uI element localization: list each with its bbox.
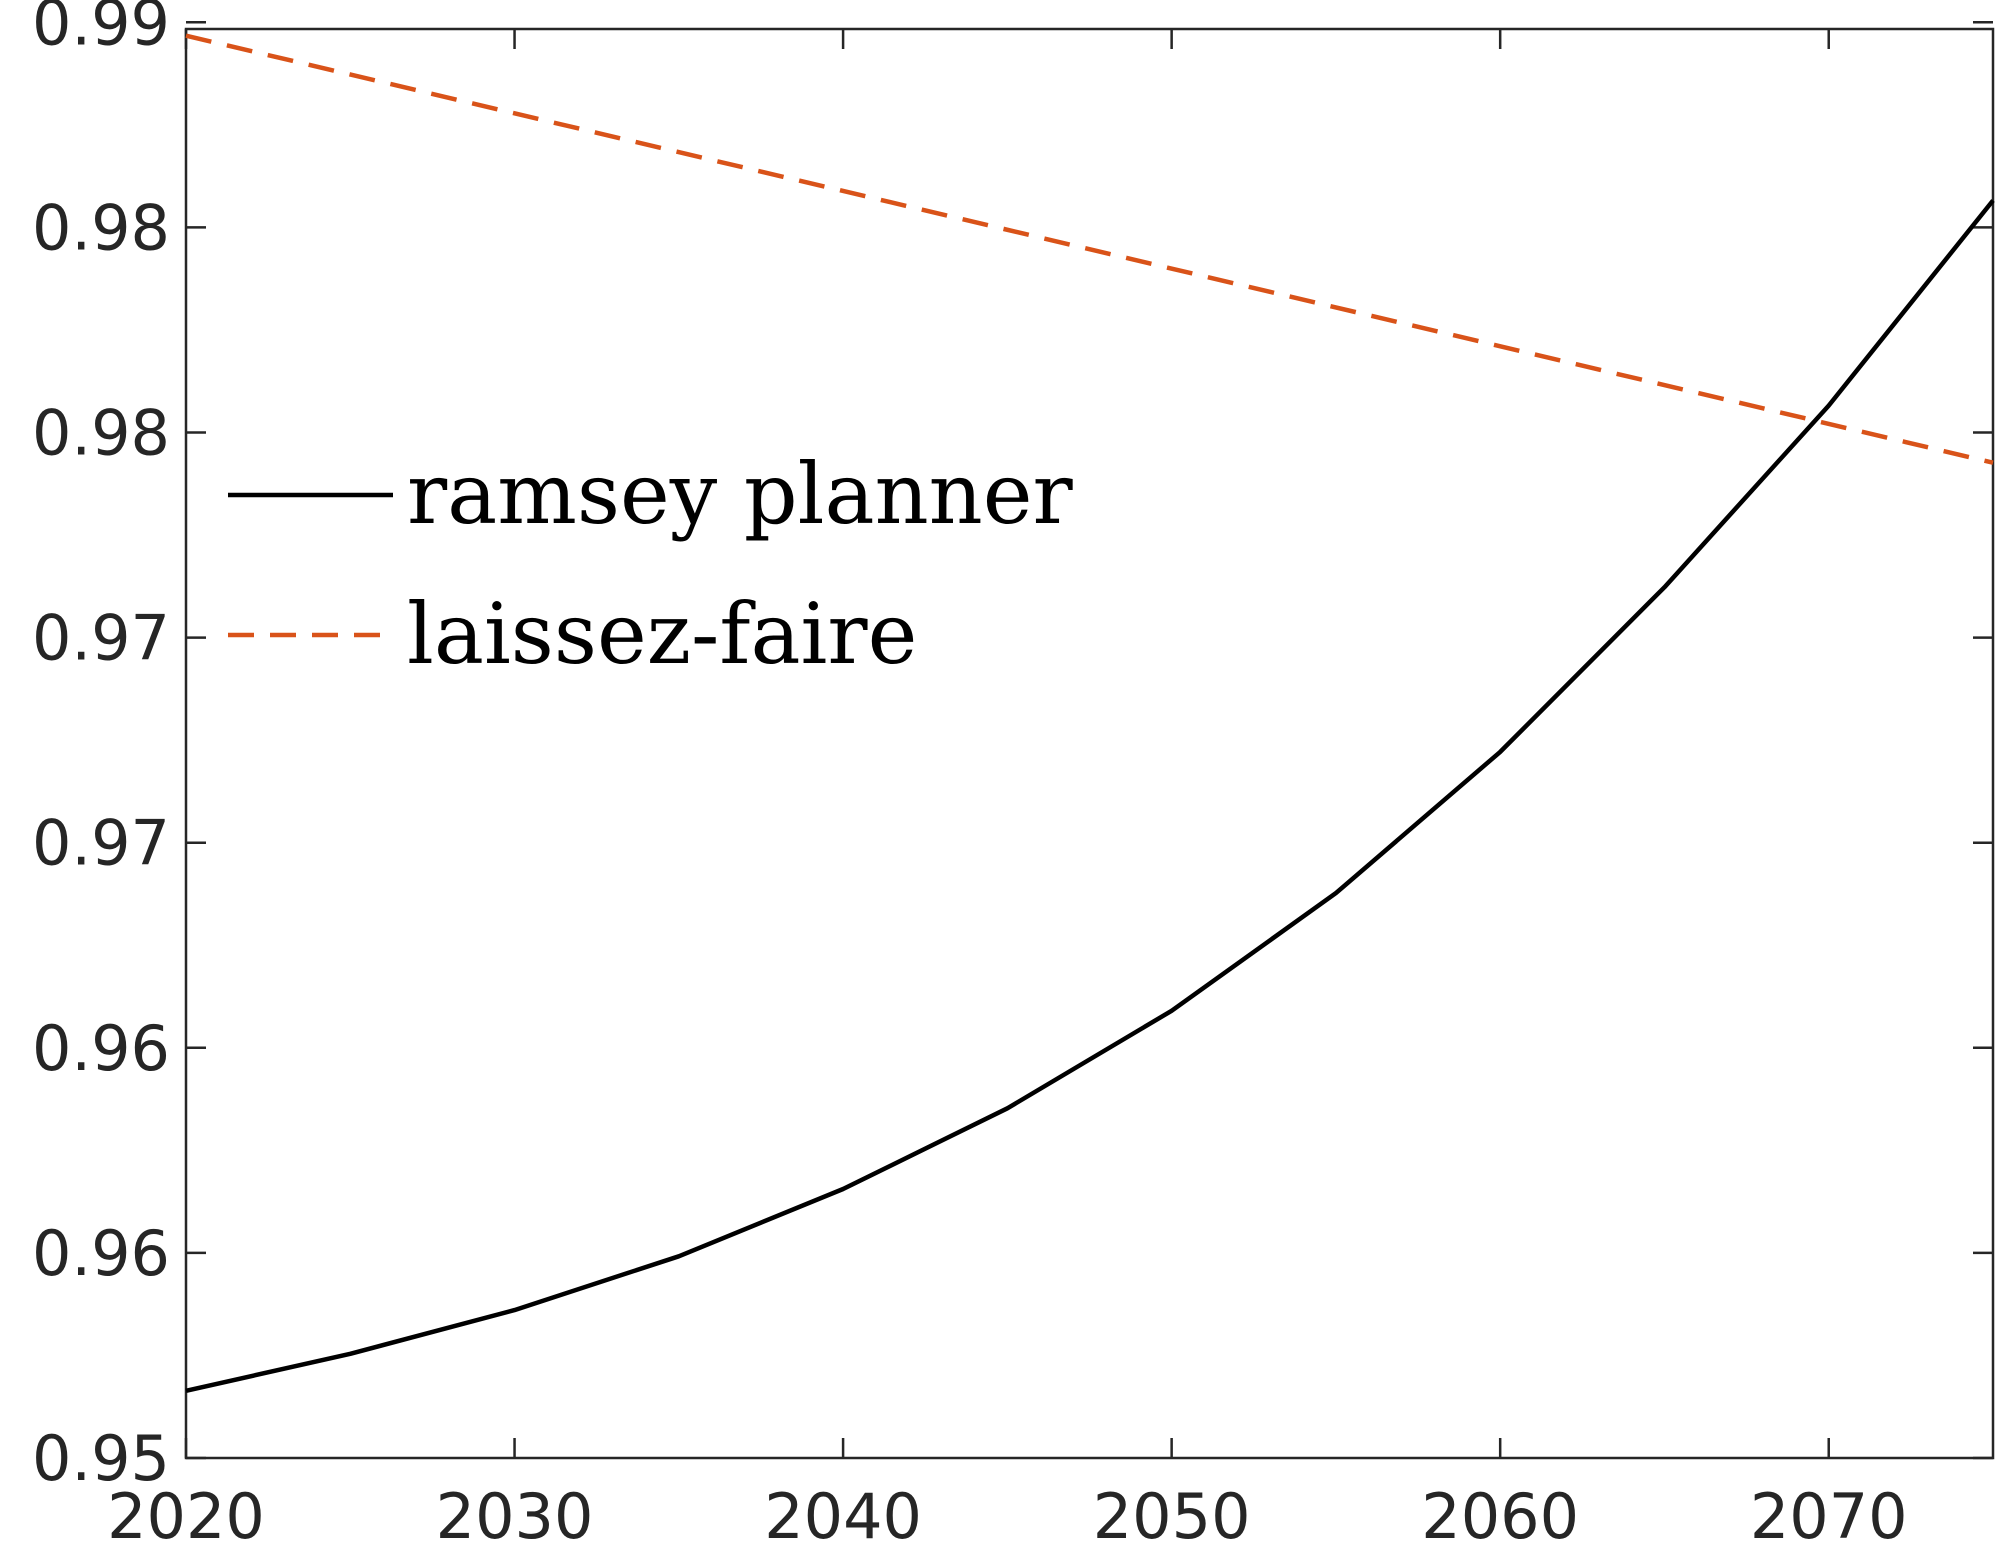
x-axis: 2020 2030 2040 2050 2060 2070 [107,29,1908,1553]
legend-label-ramsey-planner: ramsey planner [407,445,1073,543]
series-line-ramsey-planner [185,199,1995,1393]
x-tick-label: 2020 [107,1480,265,1553]
y-axis: 0.95 0.96 0.96 0.97 0.97 0.98 0.98 0.99 [32,0,1993,1495]
y-tick-label: 0.96 [32,1217,170,1290]
x-tick-label: 2060 [1421,1480,1579,1553]
x-tick-label: 2040 [764,1480,922,1553]
x-tick-label: 2070 [1750,1480,1908,1553]
legend: ramsey planner laissez-faire [228,445,1073,683]
y-tick-label: 0.97 [32,602,170,675]
axes-box [184,27,1995,1460]
y-tick-label: 0.95 [32,1422,170,1495]
series-layer [185,33,1995,1393]
series-line-laissez-faire [185,33,1994,465]
legend-label-laissez-faire: laissez-faire [407,585,917,683]
x-tick-label: 2050 [1093,1480,1251,1553]
x-tick-label: 2030 [436,1480,594,1553]
y-tick-label: 0.98 [32,396,170,469]
y-tick-label: 0.97 [32,807,170,880]
plot-area [184,27,1995,1460]
y-tick-label: 0.98 [32,191,170,264]
y-tick-label: 0.96 [32,1012,170,1085]
y-tick-label: 0.99 [32,0,170,59]
